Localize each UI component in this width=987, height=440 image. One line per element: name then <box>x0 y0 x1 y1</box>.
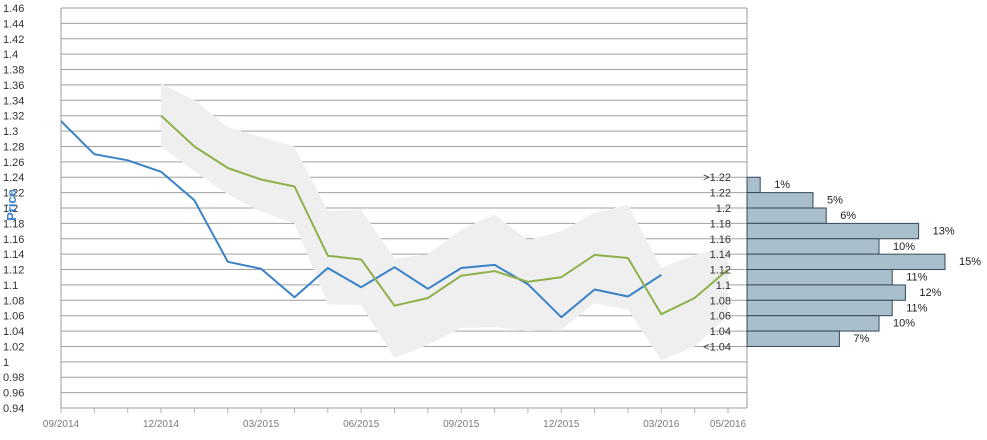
y-tick-label: 1.16 <box>3 234 24 246</box>
histogram-bar <box>746 176 761 194</box>
histogram-value-label: 1% <box>774 179 790 191</box>
y-tick-label: 1.36 <box>3 80 24 92</box>
histogram-category-label: 1.18 <box>710 218 731 230</box>
y-tick-label: 1.22 <box>3 188 24 200</box>
histogram-bar <box>746 222 920 240</box>
y-tick-label: 1.24 <box>3 172 24 184</box>
x-tick-label: 06/2015 <box>343 419 380 430</box>
histogram-value-label: 11% <box>906 272 927 284</box>
histogram-value-label: 10% <box>893 241 915 253</box>
y-tick-label: 1.06 <box>3 311 24 323</box>
histogram-category-label: 1.12 <box>710 265 731 277</box>
series-lines <box>60 114 729 319</box>
y-tick-label: 1.18 <box>3 218 24 230</box>
y-tick-label: 1.2 <box>3 203 18 215</box>
y-tick-label: 1.32 <box>3 111 24 123</box>
y-tick-label: 1.04 <box>3 326 24 338</box>
histogram-bar <box>746 269 893 286</box>
histogram-category-label: 1.16 <box>710 234 731 246</box>
histogram-category-label: <1.04 <box>703 341 731 353</box>
y-tick-label: 1 <box>3 357 9 369</box>
x-tick-label: 09/2014 <box>43 419 80 430</box>
y-tick-label: 1.4 <box>3 49 18 61</box>
histogram-category-label: 1.1 <box>716 280 731 292</box>
series-line-1 <box>60 120 662 319</box>
x-tick-label: 05/2016 <box>710 419 747 430</box>
histogram-value-label: 5% <box>827 195 843 207</box>
x-tick-label: 03/2016 <box>643 419 680 430</box>
y-tick-label: 1.38 <box>3 65 24 77</box>
histogram-category-label: 1.06 <box>710 311 731 323</box>
histogram-category-label: 1.08 <box>710 295 731 307</box>
y-tick-label: 1.44 <box>3 18 24 30</box>
y-tick-label: 1.3 <box>3 126 18 138</box>
y-tick-label: 1.08 <box>3 295 24 307</box>
histogram-value-label: 6% <box>840 210 856 222</box>
y-tick-label: 0.96 <box>3 388 24 400</box>
confidence-band <box>161 83 729 361</box>
x-tick-label: 09/2015 <box>443 419 480 430</box>
y-tick-label: 1.28 <box>3 141 24 153</box>
axes: 1.46 1.44 1.42 1.4 1.38 1.36 1.34 1.32 1.3 1.28 1.… <box>3 3 748 430</box>
y-tick-label: 0.98 <box>3 372 24 384</box>
y-tick-label: 1.42 <box>3 34 24 46</box>
y-axis-label: Price <box>4 189 19 221</box>
histogram-bar <box>746 330 840 347</box>
y-tick-label: 1.02 <box>3 341 24 353</box>
histogram-bar <box>746 192 814 209</box>
distribution-histogram: 1% 5% 6% 13% 10% 15% 11% 12% 11% 10% 7% >1.22 1.22 1.… <box>703 172 981 353</box>
y-tick-label: 1.34 <box>3 95 24 107</box>
histogram-bar <box>746 253 946 271</box>
histogram-bar <box>746 207 827 224</box>
histogram-category-label: 1.2 <box>716 203 731 215</box>
y-tick-label: 1.26 <box>3 157 24 169</box>
series-line-2 <box>160 114 729 316</box>
histogram-bar <box>746 315 880 332</box>
histogram-value-label: 13% <box>933 225 955 237</box>
histogram-value-label: 7% <box>853 333 869 345</box>
histogram-category-label: 1.22 <box>710 188 731 200</box>
histogram-value-label: 12% <box>919 287 941 299</box>
histogram-value-label: 11% <box>906 302 927 314</box>
confidence-band-area <box>161 83 729 361</box>
histogram-value-label: 10% <box>893 318 915 330</box>
x-tick-label: 12/2015 <box>543 419 580 430</box>
y-tick-label: 0.94 <box>3 403 24 415</box>
x-tick-label: 03/2015 <box>243 419 280 430</box>
x-tick-label: 12/2014 <box>143 419 180 430</box>
histogram-category-label: >1.22 <box>703 172 731 184</box>
y-tick-label: 1.1 <box>3 280 18 292</box>
y-tick-label: 1.46 <box>3 3 24 15</box>
histogram-value-label: 15% <box>959 256 981 268</box>
y-tick-label: 1.14 <box>3 249 24 261</box>
histogram-bar <box>746 238 880 255</box>
histogram-category-label: 1.04 <box>710 326 731 338</box>
histogram-category-label: 1.14 <box>710 249 731 261</box>
histogram-bar <box>746 299 893 317</box>
y-tick-label: 1.12 <box>3 265 24 277</box>
histogram-bar <box>746 284 906 301</box>
